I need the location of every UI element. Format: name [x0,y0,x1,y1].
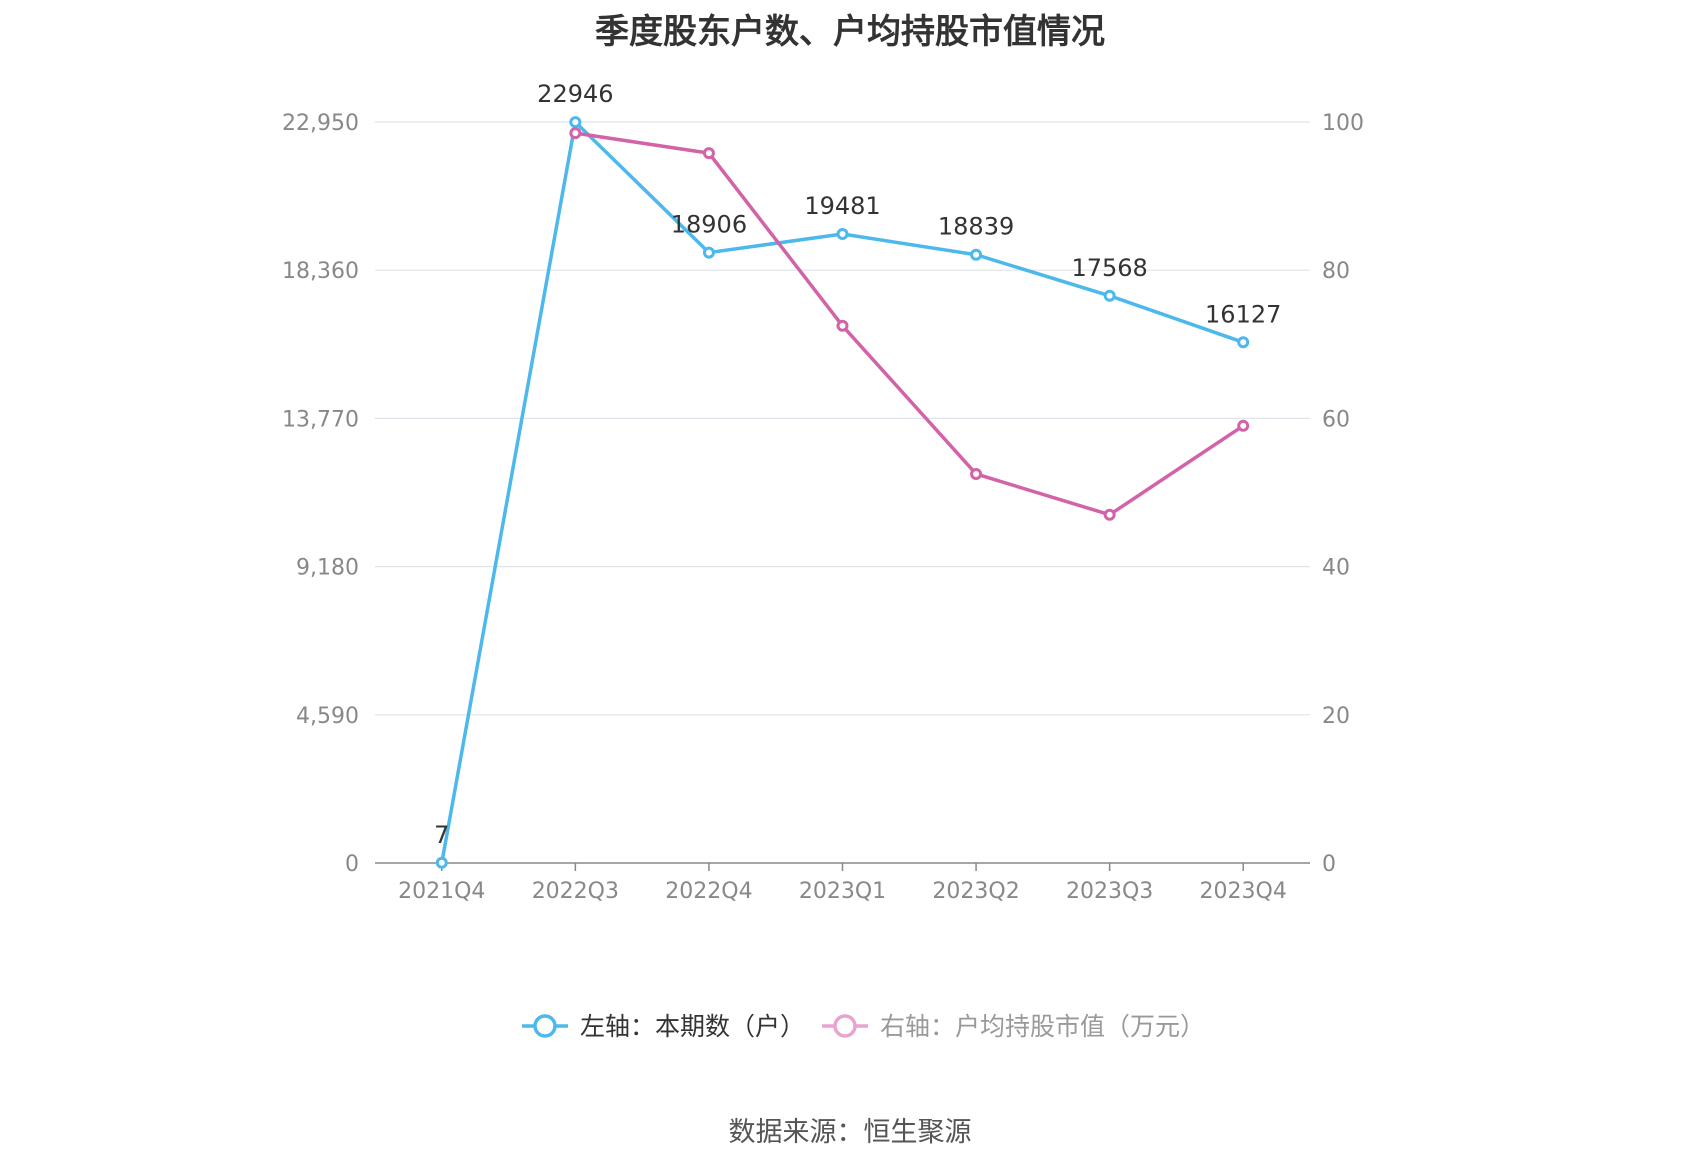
right-y-axis: 0 20 40 60 80 100 [1322,111,1364,877]
right-y-tick-label: 80 [1322,259,1350,284]
left-y-tick-label: 4,590 [296,704,359,729]
data-point [970,467,983,480]
right-y-tick-label: 60 [1322,407,1350,432]
chart-title: 季度股东户数、户均持股市值情况 [595,12,1105,52]
left-y-tick-label: 0 [345,852,359,877]
left-y-tick-label: 18,360 [282,259,359,284]
x-tick-label: 2022Q4 [665,879,752,904]
data-point [702,246,715,259]
left-y-axis: 0 4,590 9,180 13,770 18,360 22,950 [282,111,359,877]
data-label: 19481 [804,192,880,220]
data-labels: 7 22946 18906 19481 18839 17568 16127 [434,80,1281,849]
left-y-tick-label: 13,770 [282,407,359,432]
data-label: 18839 [938,213,1014,241]
data-point [1237,419,1250,432]
data-label: 18906 [671,211,747,239]
x-axis: 2021Q4 2022Q3 2022Q4 2023Q1 2023Q2 2023Q3 2023… [375,862,1310,904]
x-tick-label: 2021Q4 [398,879,485,904]
data-point [435,856,448,869]
legend-label-2: 右轴：户均持股市值（万元） [880,1012,1205,1041]
legend: 左轴：本期数（户） 右轴：户均持股市值（万元） [522,1012,1205,1041]
left-y-tick-label: 9,180 [296,556,359,581]
x-tick-label: 2023Q3 [1066,879,1153,904]
data-label: 17568 [1071,254,1147,282]
data-label: 16127 [1205,300,1281,328]
right-y-tick-label: 100 [1322,111,1364,136]
data-source: 数据来源：恒生聚源 [728,1117,972,1148]
x-tick-label: 2023Q1 [799,879,886,904]
x-tick-label: 2023Q2 [932,879,1019,904]
legend-label-1: 左轴：本期数（户） [580,1012,805,1041]
data-point [1103,508,1116,521]
left-y-tick-label: 22,950 [282,111,359,136]
data-point [836,319,849,332]
legend-marker-2 [833,1014,857,1038]
data-label: 7 [434,821,449,849]
data-point [569,127,582,140]
data-point [970,248,983,261]
data-point [569,116,582,129]
legend-marker-1 [533,1014,557,1038]
data-point [1237,336,1250,349]
data-point [702,147,715,160]
x-tick-label: 2023Q4 [1200,879,1287,904]
right-y-tick-label: 40 [1322,556,1350,581]
data-point [1103,289,1116,302]
data-label: 22946 [537,80,613,108]
grid-lines [375,121,1310,716]
series-line-2 [575,131,1245,517]
right-y-tick-label: 20 [1322,704,1350,729]
series-lines [435,116,1250,869]
data-point [836,228,849,241]
right-y-tick-label: 0 [1322,852,1336,877]
x-tick-label: 2022Q3 [532,879,619,904]
